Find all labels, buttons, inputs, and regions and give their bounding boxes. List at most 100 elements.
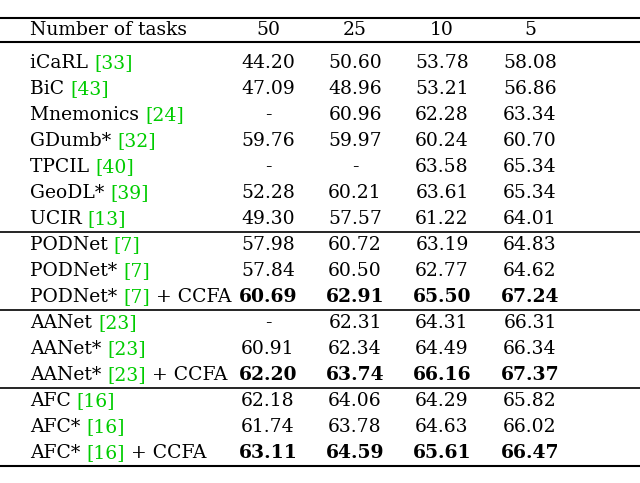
Text: 64.31: 64.31	[415, 314, 468, 332]
Text: 60.96: 60.96	[328, 106, 381, 124]
Text: 5: 5	[524, 21, 536, 39]
Text: 65.34: 65.34	[503, 184, 557, 202]
Text: 62.34: 62.34	[328, 340, 382, 358]
Text: BiC: BiC	[30, 80, 70, 98]
Text: [7]: [7]	[114, 236, 141, 254]
Text: 62.77: 62.77	[415, 262, 469, 280]
Text: 64.63: 64.63	[415, 418, 468, 436]
Text: 57.98: 57.98	[241, 236, 295, 254]
Text: 63.61: 63.61	[415, 184, 468, 202]
Text: 67.37: 67.37	[500, 366, 559, 384]
Text: 66.34: 66.34	[503, 340, 557, 358]
Text: AFC*: AFC*	[30, 444, 86, 462]
Text: + CCFA: + CCFA	[146, 366, 227, 384]
Text: 10: 10	[430, 21, 454, 39]
Text: 56.86: 56.86	[503, 80, 557, 98]
Text: 64.06: 64.06	[328, 392, 382, 410]
Text: AFC*: AFC*	[30, 418, 86, 436]
Text: 44.20: 44.20	[241, 54, 295, 72]
Text: + CCFA: + CCFA	[125, 444, 206, 462]
Text: 65.61: 65.61	[413, 444, 471, 462]
Text: 60.70: 60.70	[503, 132, 557, 150]
Text: 65.82: 65.82	[503, 392, 557, 410]
Text: [39]: [39]	[110, 184, 148, 202]
Text: [43]: [43]	[70, 80, 109, 98]
Text: 50.60: 50.60	[328, 54, 382, 72]
Text: 59.97: 59.97	[328, 132, 382, 150]
Text: iCaRL: iCaRL	[30, 54, 94, 72]
Text: UCIR: UCIR	[30, 210, 88, 228]
Text: 64.59: 64.59	[326, 444, 384, 462]
Text: 60.72: 60.72	[328, 236, 382, 254]
Text: [40]: [40]	[95, 158, 134, 176]
Text: 53.21: 53.21	[415, 80, 469, 98]
Text: 47.09: 47.09	[241, 80, 295, 98]
Text: 61.74: 61.74	[241, 418, 295, 436]
Text: PODNet*: PODNet*	[30, 288, 123, 306]
Text: 53.78: 53.78	[415, 54, 469, 72]
Text: 62.20: 62.20	[239, 366, 297, 384]
Text: 50: 50	[256, 21, 280, 39]
Text: [33]: [33]	[94, 54, 132, 72]
Text: 62.91: 62.91	[326, 288, 384, 306]
Text: 52.28: 52.28	[241, 184, 295, 202]
Text: [32]: [32]	[117, 132, 156, 150]
Text: 66.16: 66.16	[413, 366, 471, 384]
Text: + CCFA: + CCFA	[150, 288, 231, 306]
Text: 64.49: 64.49	[415, 340, 469, 358]
Text: 63.34: 63.34	[503, 106, 557, 124]
Text: 64.62: 64.62	[503, 262, 557, 280]
Text: 63.11: 63.11	[239, 444, 298, 462]
Text: 57.84: 57.84	[241, 262, 295, 280]
Text: PODNet: PODNet	[30, 236, 114, 254]
Text: -: -	[265, 314, 271, 332]
Text: 63.19: 63.19	[415, 236, 468, 254]
Text: 60.24: 60.24	[415, 132, 469, 150]
Text: 66.31: 66.31	[503, 314, 557, 332]
Text: [13]: [13]	[88, 210, 126, 228]
Text: AANet*: AANet*	[30, 366, 108, 384]
Text: 67.24: 67.24	[500, 288, 559, 306]
Text: 60.69: 60.69	[239, 288, 297, 306]
Text: Mnemonics: Mnemonics	[30, 106, 145, 124]
Text: [23]: [23]	[108, 366, 146, 384]
Text: -: -	[352, 158, 358, 176]
Text: TPCIL: TPCIL	[30, 158, 95, 176]
Text: 66.47: 66.47	[500, 444, 559, 462]
Text: 63.74: 63.74	[326, 366, 384, 384]
Text: PODNet*: PODNet*	[30, 262, 123, 280]
Text: 63.78: 63.78	[328, 418, 382, 436]
Text: [23]: [23]	[108, 340, 146, 358]
Text: 25: 25	[343, 21, 367, 39]
Text: 64.01: 64.01	[503, 210, 557, 228]
Text: AANet*: AANet*	[30, 340, 108, 358]
Text: 60.50: 60.50	[328, 262, 382, 280]
Text: [7]: [7]	[123, 288, 150, 306]
Text: AANet: AANet	[30, 314, 98, 332]
Text: 62.18: 62.18	[241, 392, 295, 410]
Text: 62.31: 62.31	[328, 314, 381, 332]
Text: [16]: [16]	[86, 444, 125, 462]
Text: [16]: [16]	[86, 418, 125, 436]
Text: GeoDL*: GeoDL*	[30, 184, 110, 202]
Text: 49.30: 49.30	[241, 210, 295, 228]
Text: [7]: [7]	[123, 262, 150, 280]
Text: 48.96: 48.96	[328, 80, 382, 98]
Text: 65.34: 65.34	[503, 158, 557, 176]
Text: 64.83: 64.83	[503, 236, 557, 254]
Text: -: -	[265, 106, 271, 124]
Text: 66.02: 66.02	[503, 418, 557, 436]
Text: [24]: [24]	[145, 106, 184, 124]
Text: 63.58: 63.58	[415, 158, 469, 176]
Text: 59.76: 59.76	[241, 132, 295, 150]
Text: 61.22: 61.22	[415, 210, 469, 228]
Text: 62.28: 62.28	[415, 106, 469, 124]
Text: 64.29: 64.29	[415, 392, 469, 410]
Text: 60.21: 60.21	[328, 184, 382, 202]
Text: -: -	[265, 158, 271, 176]
Text: 58.08: 58.08	[503, 54, 557, 72]
Text: 65.50: 65.50	[413, 288, 471, 306]
Text: [16]: [16]	[77, 392, 115, 410]
Text: 60.91: 60.91	[241, 340, 295, 358]
Text: GDumb*: GDumb*	[30, 132, 117, 150]
